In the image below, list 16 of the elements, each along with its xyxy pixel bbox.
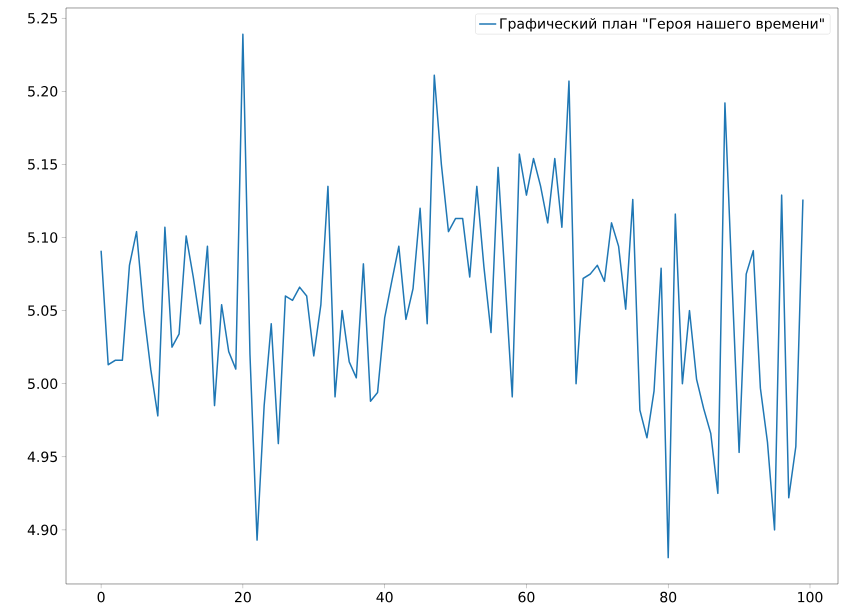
line-series bbox=[100, 34, 804, 558]
y-tick-label: 5.25 bbox=[28, 12, 57, 24]
y-tick-label: 5.05 bbox=[28, 305, 57, 316]
x-tick-label: 40 bbox=[376, 592, 393, 602]
x-tick-label: 60 bbox=[518, 592, 534, 602]
y-tick-label: 4.90 bbox=[28, 524, 58, 536]
legend-label: Графический план "Героя нашего времени" bbox=[500, 18, 824, 32]
x-tick-label: 20 bbox=[234, 592, 251, 602]
y-tick-label: 5.20 bbox=[28, 86, 58, 97]
y-tick-label: 5.00 bbox=[28, 378, 58, 389]
x-tick-label: 80 bbox=[660, 592, 676, 602]
x-tick-label: 100 bbox=[798, 592, 822, 602]
y-tick-label: 5.10 bbox=[28, 232, 58, 243]
y-tick-label: 5.15 bbox=[28, 159, 57, 170]
x-tick-label: 0 bbox=[98, 592, 105, 602]
y-tick-label: 4.95 bbox=[28, 451, 57, 462]
